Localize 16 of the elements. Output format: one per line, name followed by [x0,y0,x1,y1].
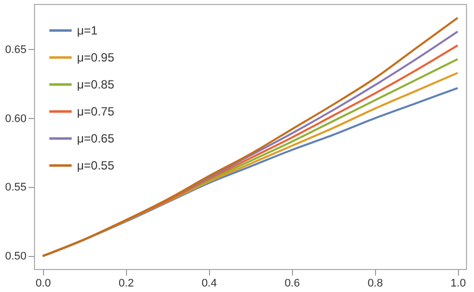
x-tick-label: 0.4 [202,278,217,290]
legend-label: μ=0.75 [77,104,115,118]
x-tick-label: 0.8 [368,278,383,290]
y-tick-label: 0.55 [5,182,26,194]
legend-label: μ=1 [77,24,98,38]
y-tick-label: 0.65 [5,44,26,56]
x-tick-label: 0.6 [284,278,300,290]
x-tick-label: 1.0 [450,278,466,290]
x-tick-label: 0.2 [118,278,134,290]
legend-label: μ=0.95 [77,50,115,64]
legend-label: μ=0.85 [77,78,115,92]
x-tick-label: 0.0 [36,278,51,290]
legend-label: μ=0.55 [77,158,115,172]
y-tick-label: 0.60 [5,112,26,125]
legend-label: μ=0.65 [77,132,115,146]
y-tick-label: 0.50 [5,250,26,263]
